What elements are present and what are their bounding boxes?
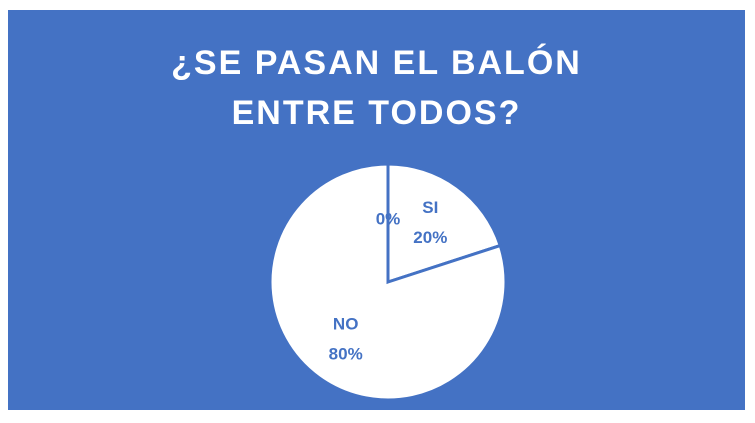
chart-title: ¿SE PASAN EL BALÓN ENTRE TODOS?: [171, 44, 582, 132]
slice-category: SI: [422, 198, 438, 217]
slice-label: 20%: [413, 228, 447, 247]
slice-label: 80%: [329, 345, 363, 364]
pie-slice: [386, 162, 503, 285]
pie-slice: [268, 162, 508, 402]
chart: SI 20% NO 80% 0%: [268, 162, 508, 402]
chart-area: ¿SE PASAN EL BALÓN ENTRE TODOS? SI 20% NO 8…: [8, 10, 745, 410]
slice-label: 0%: [376, 209, 401, 228]
slice-category: NO: [333, 315, 359, 334]
